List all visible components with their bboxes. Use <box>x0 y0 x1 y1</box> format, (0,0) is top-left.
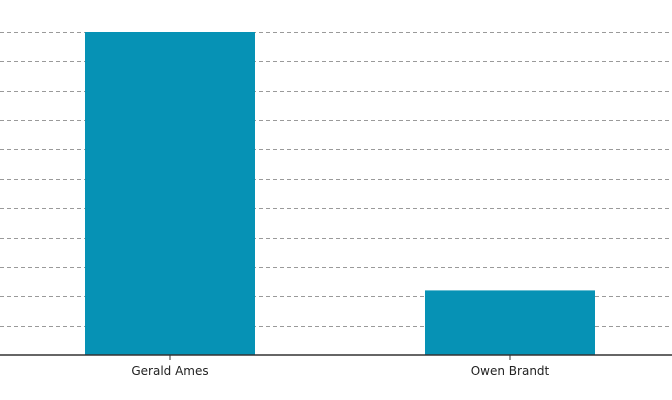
bar-gerald-ames <box>85 32 255 355</box>
bars <box>85 32 595 355</box>
bar-owen-brandt <box>425 290 595 355</box>
x-tick-label: Gerald Ames <box>131 364 208 378</box>
x-axis-ticks: Gerald Ames Owen Brandt <box>131 355 550 378</box>
x-tick-label: Owen Brandt <box>471 364 550 378</box>
